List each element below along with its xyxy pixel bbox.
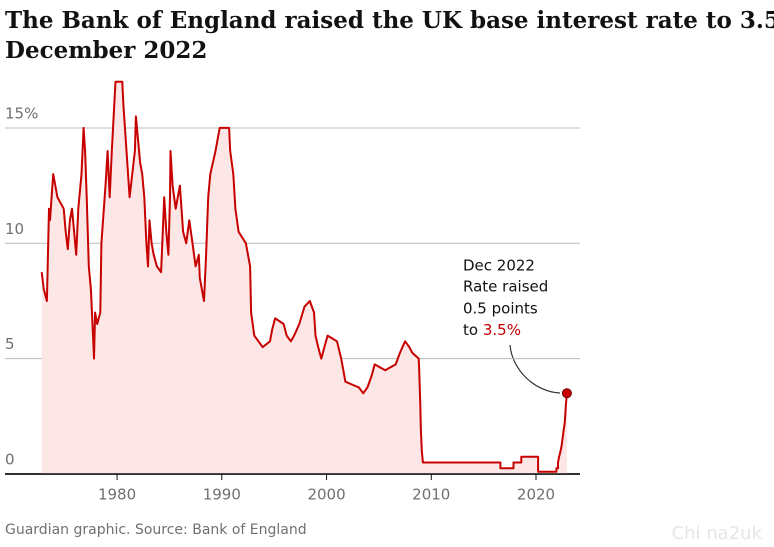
- chart-title: December 2022: [5, 37, 207, 64]
- y-tick-label: 15%: [5, 104, 38, 122]
- annotation: to: [463, 321, 478, 339]
- annotation: to 3.5%: [463, 321, 521, 339]
- source: Guardian graphic. Source: Bank of Englan…: [5, 522, 307, 538]
- chart-title: The Bank of England raised the UK base i…: [5, 7, 774, 34]
- annotation-highlight: 3.5%: [483, 321, 521, 339]
- x-tick-label: 2020: [517, 486, 555, 504]
- line: [40, 80, 568, 473]
- x-tick-label: 1980: [98, 486, 136, 504]
- area: [41, 81, 567, 475]
- x-tick-label: 2000: [307, 486, 345, 504]
- y-tick-label: 0: [5, 451, 15, 469]
- annotation: Dec 2022: [463, 257, 535, 275]
- x-tick-label: 1990: [203, 486, 241, 504]
- annotation: Rate raised: [463, 278, 548, 296]
- annotation-connector: [509, 344, 561, 394]
- x-tick-label: 2010: [412, 486, 450, 504]
- y-tick-label: 10: [5, 220, 24, 238]
- watermark: Chi na2uk: [672, 523, 763, 544]
- end-point: [561, 388, 572, 399]
- y-tick-label: 5: [5, 335, 15, 353]
- annotation: 0.5 points: [463, 300, 538, 318]
